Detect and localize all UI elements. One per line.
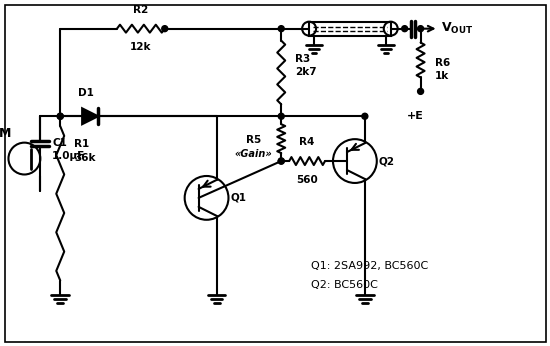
Text: M: M xyxy=(0,127,12,140)
FancyBboxPatch shape xyxy=(309,22,390,36)
Text: 12k: 12k xyxy=(130,42,152,52)
Text: 36k: 36k xyxy=(74,153,96,163)
Text: «Gain»: «Gain» xyxy=(234,149,272,159)
Circle shape xyxy=(57,113,63,119)
Text: 2k7: 2k7 xyxy=(295,67,317,78)
Circle shape xyxy=(278,26,284,31)
Text: R4: R4 xyxy=(299,137,315,147)
Text: R5: R5 xyxy=(246,135,261,145)
Circle shape xyxy=(278,113,284,119)
Circle shape xyxy=(278,158,284,164)
Circle shape xyxy=(417,26,424,31)
Text: Q2: Q2 xyxy=(379,156,395,166)
Circle shape xyxy=(417,88,424,94)
Text: D1: D1 xyxy=(78,88,94,98)
Text: Q2: BC560C: Q2: BC560C xyxy=(311,281,378,291)
Polygon shape xyxy=(82,108,98,124)
Text: R1: R1 xyxy=(74,139,90,149)
Circle shape xyxy=(362,113,368,119)
Text: +E: +E xyxy=(407,111,424,121)
Circle shape xyxy=(57,113,63,119)
Text: 1k: 1k xyxy=(434,71,449,81)
Circle shape xyxy=(278,158,284,164)
Text: Q1: 2SA992, BC560C: Q1: 2SA992, BC560C xyxy=(311,261,428,271)
Text: Q1: Q1 xyxy=(230,193,246,203)
Text: R3: R3 xyxy=(295,54,310,64)
Text: R2: R2 xyxy=(133,5,148,15)
Text: C1: C1 xyxy=(52,138,67,148)
Circle shape xyxy=(162,26,168,31)
Text: R6: R6 xyxy=(434,57,450,67)
Text: 1.0μF: 1.0μF xyxy=(52,151,85,161)
Circle shape xyxy=(402,26,408,31)
Text: 560: 560 xyxy=(296,175,318,185)
Text: V$_{\mathregular{OUT}}$: V$_{\mathregular{OUT}}$ xyxy=(441,21,473,36)
